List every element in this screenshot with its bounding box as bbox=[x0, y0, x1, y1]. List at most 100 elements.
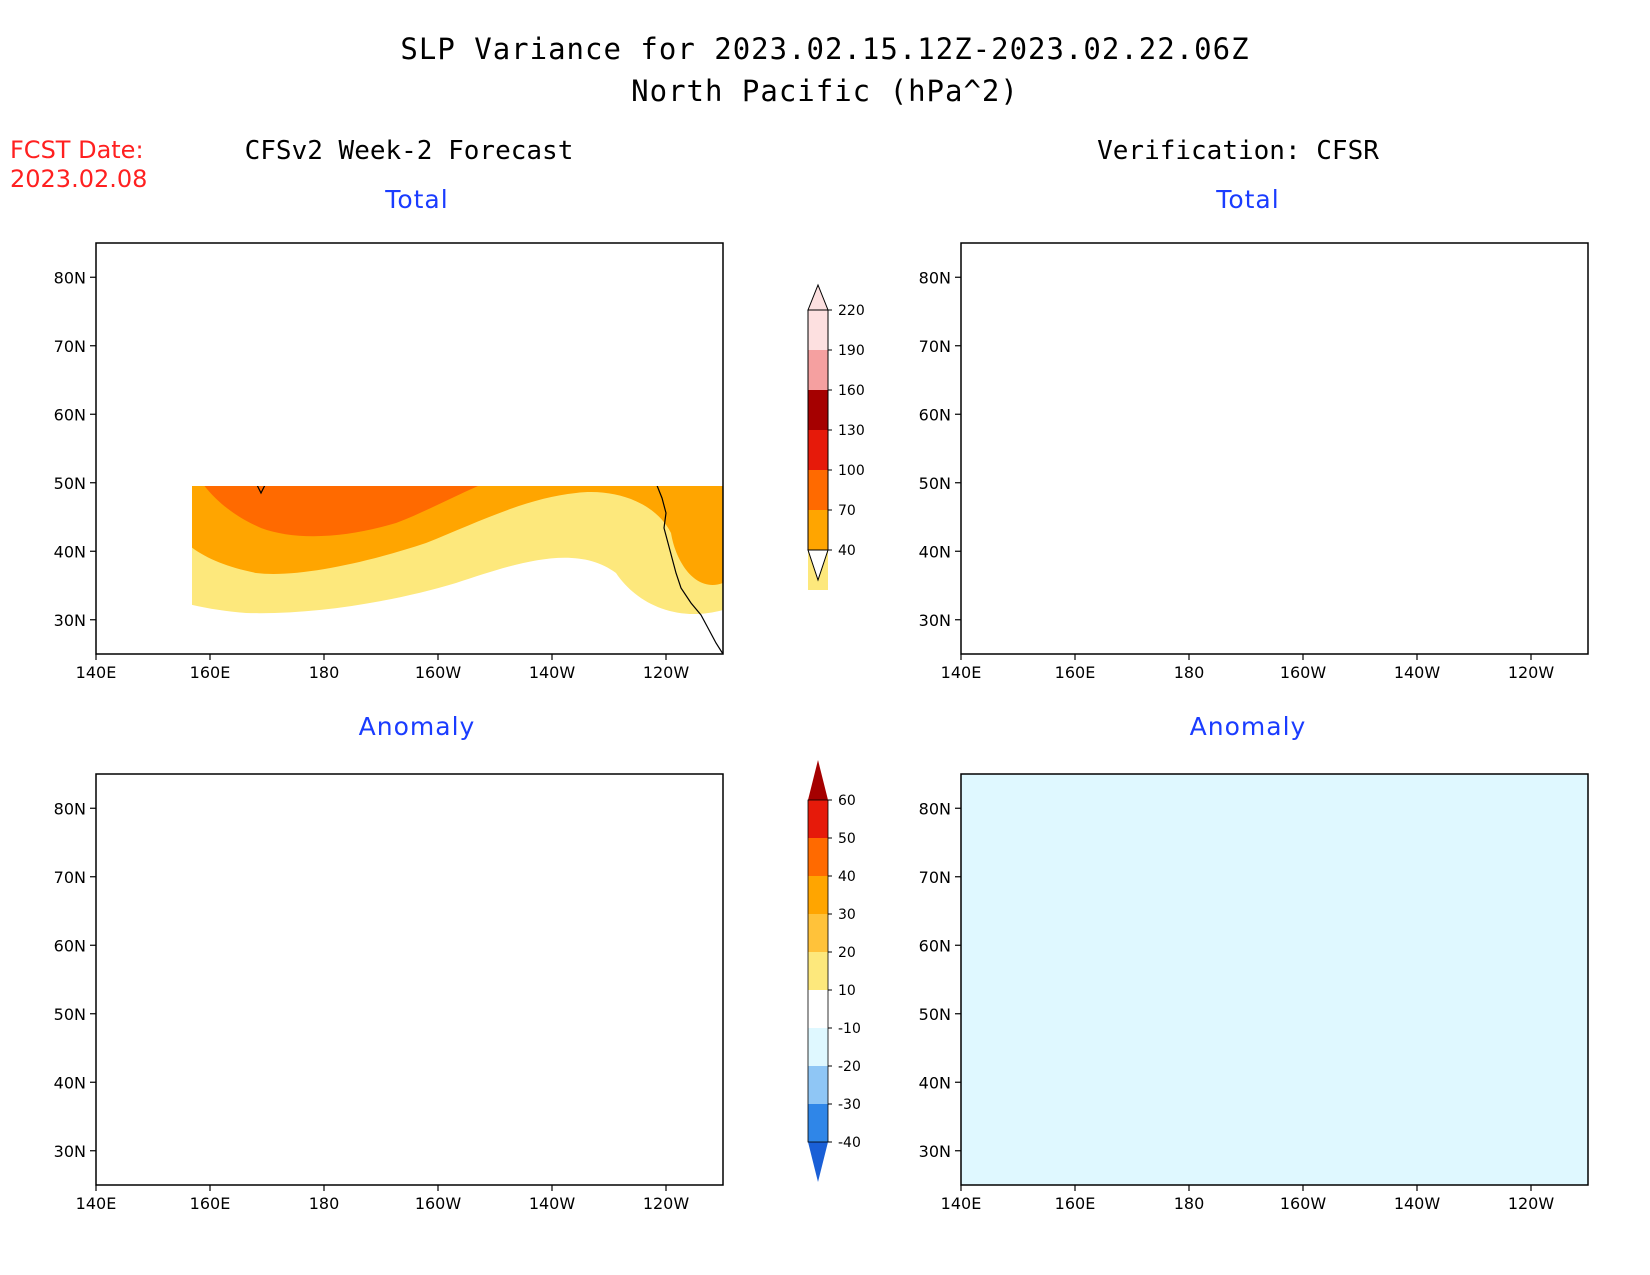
lat-tick-label: 60N bbox=[919, 405, 951, 424]
lon-tick-label: 140E bbox=[76, 1194, 117, 1213]
lat-tick-label: 50N bbox=[54, 1005, 86, 1024]
lat-tick-label: 60N bbox=[919, 936, 951, 955]
colorbar-anomaly-top-arrow bbox=[808, 760, 828, 800]
map-forecast-anomaly bbox=[95, 773, 724, 1186]
lon-tick-label: 140E bbox=[941, 663, 982, 682]
lat-tick-label: 60N bbox=[54, 936, 86, 955]
lat-tick-label: 40N bbox=[919, 542, 951, 561]
lat-tick-label: 70N bbox=[919, 868, 951, 887]
colorbar-total-label: 190 bbox=[838, 343, 865, 359]
colorbar-anomaly-box bbox=[808, 990, 828, 1028]
colorbar-total-label: 130 bbox=[838, 423, 865, 439]
colorbar-total-box bbox=[808, 350, 828, 390]
lon-tick-label: 180 bbox=[1174, 663, 1205, 682]
colorbar-total-box bbox=[808, 430, 828, 470]
colorbar-anomaly-box bbox=[808, 1028, 828, 1066]
lon-tick-label: 160W bbox=[1280, 1194, 1327, 1213]
lat-tick-label: 50N bbox=[54, 474, 86, 493]
colorbar-anomaly-label: 60 bbox=[838, 793, 856, 809]
lat-tick-label: 80N bbox=[54, 268, 86, 287]
forecast-date-block: FCST Date: 2023.02.08 bbox=[10, 136, 147, 194]
lat-tick-label: 30N bbox=[919, 611, 951, 630]
colorbar-anomaly-label: 40 bbox=[838, 869, 856, 885]
map-verification-anomaly bbox=[960, 773, 1589, 1186]
colorbar-anomaly-label: 50 bbox=[838, 831, 856, 847]
lon-tick-label: 160W bbox=[415, 1194, 462, 1213]
colorbar-anomaly-outline bbox=[807, 799, 829, 1143]
lon-tick-label: 160W bbox=[1280, 663, 1327, 682]
lon-tick-label: 120W bbox=[643, 1194, 690, 1213]
colorbar-anomaly-label: 10 bbox=[838, 983, 856, 999]
left-column-title: CFSv2 Week-2 Forecast bbox=[244, 136, 574, 166]
lat-tick-label: 30N bbox=[919, 1142, 951, 1161]
lon-tick-label: 180 bbox=[309, 1194, 340, 1213]
colorbar-total-box bbox=[808, 510, 828, 550]
lat-tick-label: 70N bbox=[919, 337, 951, 356]
bottom-left-panel-label: Anomaly bbox=[358, 712, 476, 741]
lon-tick-label: 140W bbox=[1394, 1194, 1441, 1213]
lon-tick-label: 180 bbox=[309, 663, 340, 682]
lon-tick-label: 160E bbox=[1055, 1194, 1096, 1213]
axis-labels: 80N 70N 60N 50N 40N 30N 140E 160E 180 160W 140W 120… bbox=[54, 268, 1555, 1213]
colorbar-total: 220 190 160 130 100 70 40 bbox=[807, 283, 865, 590]
lat-tick-label: 40N bbox=[54, 542, 86, 561]
colorbar-anomaly-box bbox=[808, 800, 828, 838]
colorbar-anomaly-box bbox=[808, 952, 828, 990]
fcst-date-label: FCST Date: bbox=[10, 136, 144, 164]
colorbar-total-box bbox=[808, 470, 828, 510]
lon-tick-label: 160W bbox=[415, 663, 462, 682]
lon-tick-label: 120W bbox=[1508, 1194, 1555, 1213]
map-verification-total bbox=[960, 242, 1589, 655]
colorbar-total-label: 70 bbox=[838, 503, 856, 519]
bottom-right-panel-label: Anomaly bbox=[1189, 712, 1307, 741]
lat-tick-label: 50N bbox=[919, 1005, 951, 1024]
lat-tick-label: 40N bbox=[54, 1073, 86, 1092]
colorbar-anomaly-box bbox=[808, 1066, 828, 1104]
colorbar-anomaly-label: -40 bbox=[838, 1135, 861, 1151]
colorbar-anomaly-bottom-arrow bbox=[808, 1142, 828, 1182]
colorbar-anomaly-box bbox=[808, 1104, 828, 1142]
lon-tick-label: 140W bbox=[529, 1194, 576, 1213]
lon-tick-label: 120W bbox=[1508, 663, 1555, 682]
colorbar-total-box bbox=[808, 390, 828, 430]
top-left-panel-label: Total bbox=[385, 185, 449, 214]
colorbar-total-label: 160 bbox=[838, 383, 865, 399]
lon-tick-label: 140W bbox=[1394, 663, 1441, 682]
lat-tick-label: 80N bbox=[919, 799, 951, 818]
colorbar-anomaly-box bbox=[808, 914, 828, 952]
main-title: SLP Variance for 2023.02.15.12Z-2023.02.… bbox=[400, 32, 1250, 66]
colorbar-anomaly-label: 20 bbox=[838, 945, 856, 961]
lon-tick-label: 120W bbox=[643, 663, 690, 682]
lat-tick-label: 60N bbox=[54, 405, 86, 424]
colorbar-anomaly-box bbox=[808, 876, 828, 914]
lat-tick-label: 40N bbox=[919, 1073, 951, 1092]
top-right-panel-label: Total bbox=[1216, 185, 1280, 214]
right-column-title: Verification: CFSR bbox=[1097, 136, 1379, 166]
lat-tick-label: 80N bbox=[919, 268, 951, 287]
lat-tick-label: 80N bbox=[54, 799, 86, 818]
lat-tick-label: 70N bbox=[54, 337, 86, 356]
fcst-date-value: 2023.02.08 bbox=[10, 165, 148, 193]
lat-tick-label: 70N bbox=[54, 868, 86, 887]
colorbar-anomaly-label: -30 bbox=[838, 1097, 861, 1113]
lat-tick-label: 50N bbox=[919, 474, 951, 493]
colorbar-anomaly-label: -10 bbox=[838, 1021, 861, 1037]
colorbar-total-box bbox=[808, 310, 828, 350]
colorbar-total-label: 40 bbox=[838, 543, 856, 559]
colorbar-total-outline bbox=[807, 309, 829, 551]
lon-tick-label: 160E bbox=[1055, 663, 1096, 682]
colorbar-anomaly-box bbox=[808, 838, 828, 876]
lon-tick-label: 160E bbox=[190, 1194, 231, 1213]
colorbar-anomaly: 60 50 40 30 20 10 -10 -20 -30 -40 bbox=[807, 760, 861, 1182]
lon-tick-label: 180 bbox=[1174, 1194, 1205, 1213]
lon-tick-label: 140E bbox=[941, 1194, 982, 1213]
colorbar-total-label: 100 bbox=[838, 463, 865, 479]
lon-tick-label: 160E bbox=[190, 663, 231, 682]
main-subtitle: North Pacific (hPa^2) bbox=[631, 74, 1019, 108]
colorbar-total-label: 220 bbox=[838, 303, 865, 319]
colorbar-anomaly-label: -20 bbox=[838, 1059, 861, 1075]
lat-tick-label: 30N bbox=[54, 611, 86, 630]
lat-tick-label: 30N bbox=[54, 1142, 86, 1161]
colorbar-anomaly-label: 30 bbox=[838, 907, 856, 923]
lon-tick-label: 140W bbox=[529, 663, 576, 682]
